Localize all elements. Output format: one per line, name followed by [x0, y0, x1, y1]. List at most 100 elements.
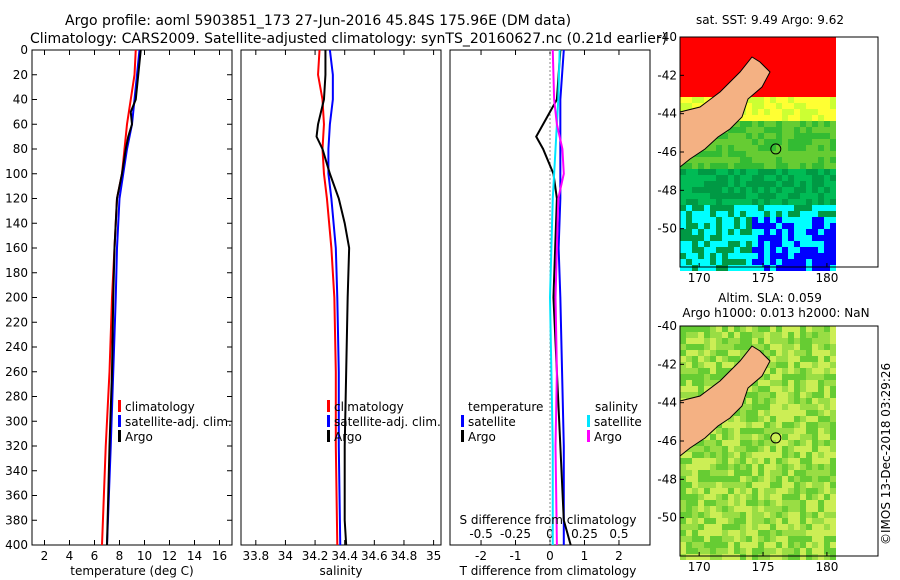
map-cell: [770, 494, 776, 500]
map-cell: [716, 488, 722, 494]
map-cell: [770, 350, 776, 356]
map-cell: [806, 175, 812, 181]
map-cell: [806, 356, 812, 362]
map-cell: [704, 446, 710, 452]
map-cell: [788, 362, 794, 368]
map-cell: [788, 440, 794, 446]
map-cell: [788, 422, 794, 428]
map-cell: [680, 374, 686, 380]
map-cell: [776, 193, 782, 199]
map-cell: [698, 211, 704, 217]
map-cell: [716, 530, 722, 536]
map-cell: [710, 554, 716, 560]
map-cell: [746, 241, 752, 247]
map-cell: [830, 518, 836, 524]
map-cell: [752, 452, 758, 458]
map-cell: [698, 452, 704, 458]
map-cell: [764, 49, 770, 55]
map-cell: [722, 488, 728, 494]
map-cell: [818, 265, 824, 271]
map-cell: [788, 193, 794, 199]
map-cell: [710, 79, 716, 85]
map-cell: [722, 55, 728, 61]
map-cell: [740, 37, 746, 43]
map-cell: [818, 133, 824, 139]
map-cell: [722, 187, 728, 193]
map-cell: [794, 259, 800, 265]
map-cell: [704, 542, 710, 548]
map-cell: [734, 554, 740, 560]
map-cell: [734, 169, 740, 175]
map-cell: [704, 434, 710, 440]
map-cell: [704, 43, 710, 49]
map-cell: [764, 482, 770, 488]
legend-swatch-s-satellite: [587, 415, 590, 427]
map-cell: [776, 452, 782, 458]
map-cell: [716, 458, 722, 464]
map-cell: [788, 61, 794, 67]
map-cell: [734, 524, 740, 530]
map-cell: [824, 422, 830, 428]
map-cell: [692, 374, 698, 380]
map-cell: [776, 536, 782, 542]
map-cell: [818, 326, 824, 332]
map-cell: [812, 193, 818, 199]
map-cell: [728, 500, 734, 506]
map-cell: [812, 440, 818, 446]
map-cell: [788, 139, 794, 145]
map-cell: [830, 530, 836, 536]
x-top-tick-label: 0.25: [571, 527, 598, 541]
map-cell: [788, 223, 794, 229]
map-cell: [812, 500, 818, 506]
map-cell: [746, 344, 752, 350]
map-cell: [734, 518, 740, 524]
map-cell: [794, 205, 800, 211]
map-cell: [794, 67, 800, 73]
map-cell: [752, 464, 758, 470]
map-cell: [692, 350, 698, 356]
map-cell: [686, 356, 692, 362]
map-cell: [830, 428, 836, 434]
map-cell: [770, 241, 776, 247]
map-cell: [680, 332, 686, 338]
map-cell: [698, 530, 704, 536]
map-cell: [800, 139, 806, 145]
map-cell: [752, 398, 758, 404]
map-cell: [812, 157, 818, 163]
map-cell: [770, 253, 776, 259]
map-cell: [782, 326, 788, 332]
map-cell: [770, 259, 776, 265]
map-cell: [782, 229, 788, 235]
map-cell: [806, 410, 812, 416]
map-cell: [710, 452, 716, 458]
map-cell: [770, 37, 776, 43]
map-cell: [692, 356, 698, 362]
map-cell: [800, 554, 806, 560]
map-cell: [740, 49, 746, 55]
map-cell: [716, 338, 722, 344]
map-cell: [770, 548, 776, 554]
map-cell: [818, 350, 824, 356]
map-cell: [734, 55, 740, 61]
map-cell: [710, 247, 716, 253]
map-cell: [764, 398, 770, 404]
map-cell: [710, 470, 716, 476]
map-cell: [782, 386, 788, 392]
map-cell: [782, 235, 788, 241]
map-cell: [776, 338, 782, 344]
map-cell: [752, 43, 758, 49]
map-cell: [686, 464, 692, 470]
map-cell: [782, 43, 788, 49]
map-cell: [818, 121, 824, 127]
map-cell: [716, 199, 722, 205]
map-cell: [806, 542, 812, 548]
map-cell: [812, 181, 818, 187]
map-cell: [818, 332, 824, 338]
map-cell: [824, 175, 830, 181]
map-cell: [722, 37, 728, 43]
map-cell: [698, 362, 704, 368]
map-cell: [818, 554, 824, 560]
map-cell: [740, 446, 746, 452]
map-cell: [800, 127, 806, 133]
map-cell: [746, 223, 752, 229]
